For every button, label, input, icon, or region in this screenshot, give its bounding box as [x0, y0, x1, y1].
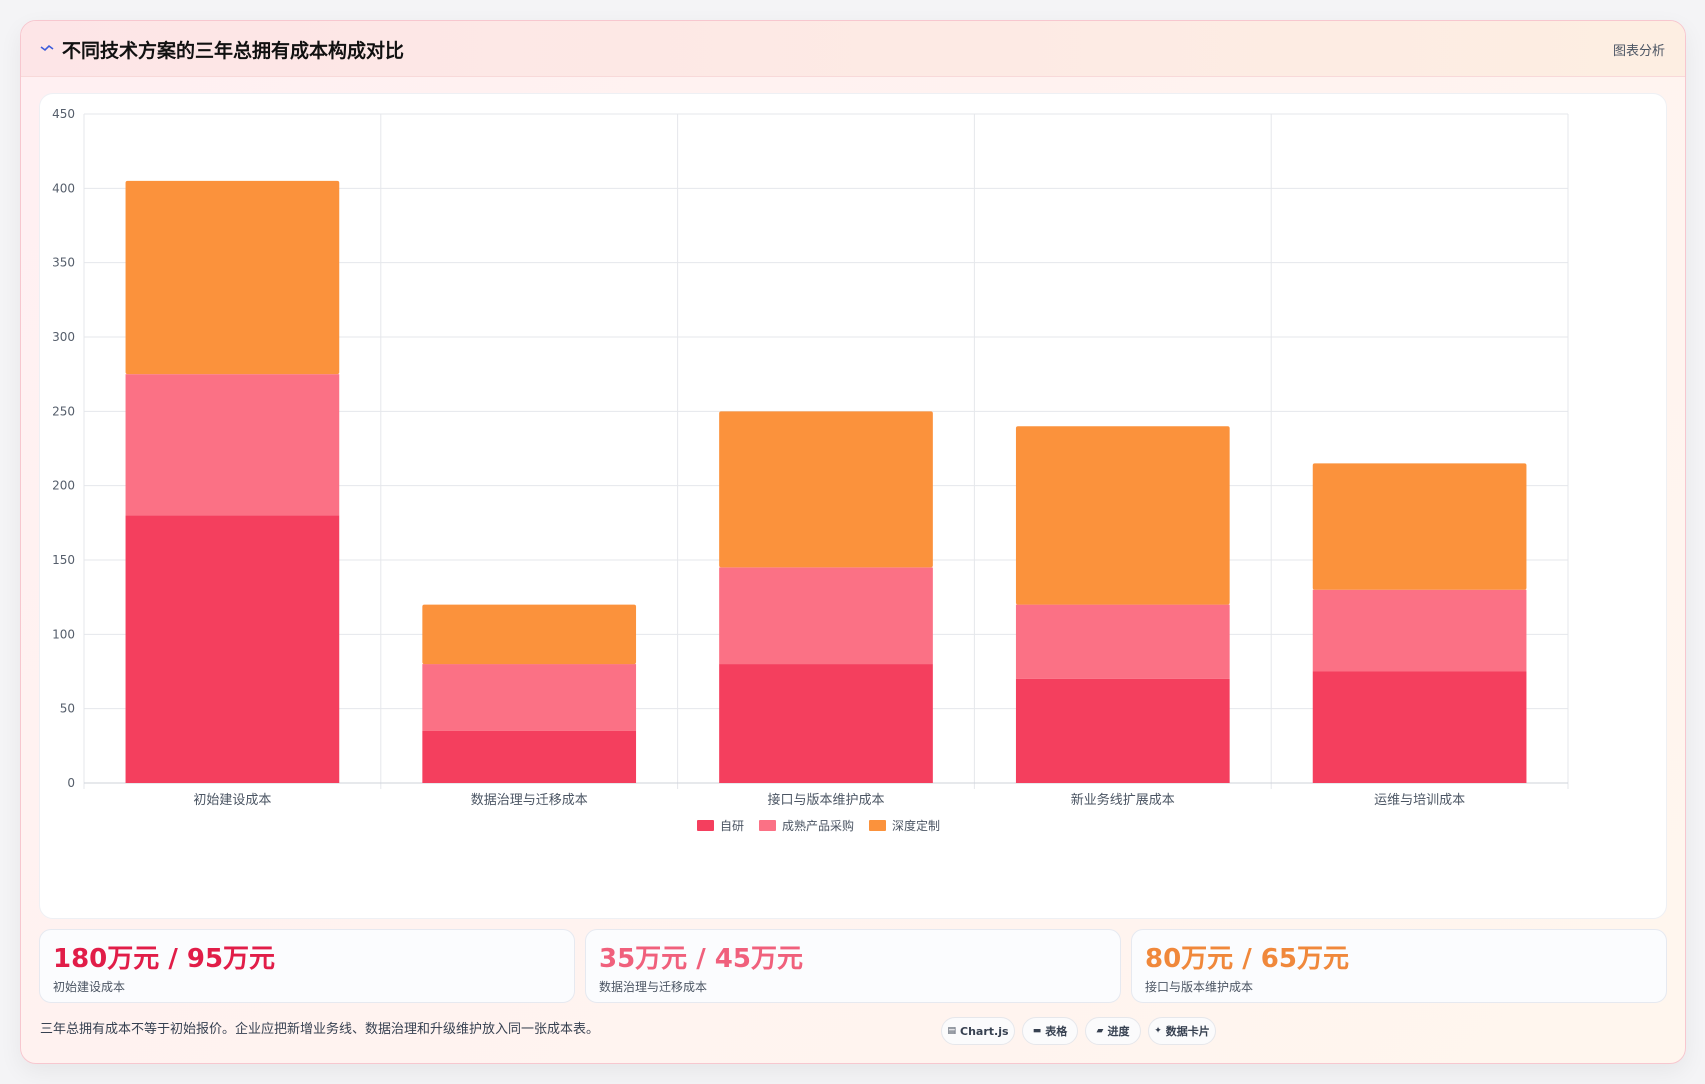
stat-label: 接口与版本维护成本: [1145, 980, 1254, 994]
x-tick-label: 初始建设成本: [193, 793, 271, 808]
bar-segment: [1015, 604, 1230, 679]
y-tick-label: 100: [52, 627, 75, 641]
pill-progress[interactable]: ▰ 进度: [1085, 1017, 1141, 1045]
x-tick-label: 运维与培训成本: [1374, 792, 1465, 808]
y-tick-label: 250: [52, 404, 75, 418]
y-tick-label: 0: [67, 776, 75, 790]
progress-icon: ▰: [1096, 1026, 1104, 1036]
y-tick-label: 350: [52, 256, 75, 270]
stat-value: 80万元 / 65万元: [1145, 944, 1349, 974]
page-title: 不同技术方案的三年总拥有成本构成对比: [62, 40, 405, 62]
pill-label: 数据卡片: [1165, 1025, 1210, 1038]
chart-icon: ▤: [947, 1026, 956, 1036]
pill-chartjs[interactable]: ▤ Chart.js: [941, 1017, 1015, 1045]
stat-value: 35万元 / 45万元: [599, 944, 803, 974]
bar-segment: [422, 730, 637, 783]
x-tick-label: 新业务线扩展成本: [1071, 792, 1175, 808]
bar-segment: [125, 180, 340, 375]
stat-card-1: 180万元 / 95万元 初始建设成本: [39, 929, 575, 1003]
bar-segment: [1312, 463, 1527, 590]
y-tick-label: 300: [52, 330, 75, 344]
pill-label: 表格: [1045, 1025, 1068, 1038]
bar-segment: [125, 374, 340, 516]
x-tick-label: 数据治理与迁移成本: [471, 793, 588, 808]
bar-segment: [1312, 671, 1527, 783]
stacked-bar-chart: 0 50 100 150 200 250 300 350 400 450 初始建设成本 数据治理与迁移…: [52, 107, 1569, 833]
y-tick-label: 50: [60, 702, 75, 716]
chart-panel: 0 50 100 150 200 250 300 350 400 450 初始建设成本 数据治理与迁移…: [39, 93, 1667, 919]
bar-segment: [719, 411, 933, 568]
stat-card-2: 35万元 / 45万元 数据治理与迁移成本: [585, 929, 1121, 1003]
dashboard-card: 不同技术方案的三年总拥有成本构成对比 图表分析 0 50 100 150 200 250 3…: [20, 20, 1686, 1064]
stat-value: 180万元 / 95万元: [53, 944, 276, 974]
bar-segment: [125, 515, 340, 783]
legend-swatch: [697, 820, 714, 831]
bar-segment: [422, 604, 637, 665]
bar-segment: [719, 567, 933, 665]
pill-label: Chart.js: [960, 1024, 1009, 1038]
legend-label: 成熟产品采购: [782, 818, 854, 833]
stat-label: 初始建设成本: [53, 980, 126, 994]
chart-analysis-link[interactable]: 图表分析: [1612, 44, 1665, 59]
table-icon: ▬: [1032, 1026, 1042, 1036]
y-tick-label: 400: [52, 181, 75, 195]
y-tick-label: 150: [52, 553, 75, 567]
sparkle-icon: ✦: [1154, 1026, 1162, 1036]
pill-data-card[interactable]: ✦ 数据卡片: [1148, 1017, 1216, 1045]
legend-label: 深度定制: [892, 818, 940, 833]
bar-segment: [1015, 678, 1230, 783]
pill-label: 进度: [1107, 1025, 1130, 1038]
card-header: 不同技术方案的三年总拥有成本构成对比 图表分析: [21, 21, 1685, 77]
bar-segment: [1312, 589, 1527, 672]
pill-table[interactable]: ▬ 表格: [1022, 1017, 1078, 1045]
legend-label: 自研: [720, 819, 744, 833]
bar-segment: [719, 664, 933, 783]
x-tick-label: 接口与版本维护成本: [767, 792, 884, 808]
stat-card-3: 80万元 / 65万元 接口与版本维护成本: [1131, 929, 1667, 1003]
bar-segment: [1015, 426, 1230, 605]
y-tick-label: 200: [52, 479, 75, 493]
y-tick-label: 450: [52, 107, 75, 121]
footer-note: 三年总拥有成本不等于初始报价。企业应把新增业务线、数据治理和升级维护放入同一张成…: [40, 1022, 600, 1037]
stat-label: 数据治理与迁移成本: [599, 980, 708, 994]
trend-line-icon: [40, 44, 54, 52]
legend-swatch: [869, 820, 886, 831]
legend-swatch: [759, 820, 776, 831]
bar-segment: [422, 664, 637, 731]
